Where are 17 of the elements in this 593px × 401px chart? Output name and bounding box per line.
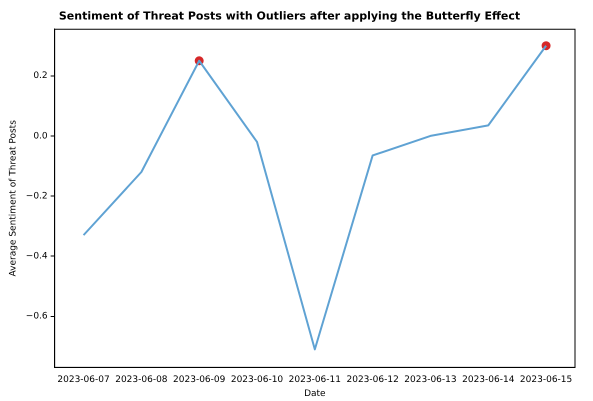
y-tick-label: 0.2: [33, 71, 48, 82]
chart-title: Sentiment of Threat Posts with Outliers after applying the Butterfly Effect: [58, 9, 520, 22]
y-tick-label: −0.6: [26, 312, 48, 322]
x-tick-label: 2023-06-07: [57, 375, 110, 386]
x-axis-title: Date: [304, 388, 326, 399]
y-tick-label: 0.0: [33, 131, 48, 142]
x-tick-label: 2023-06-13: [404, 375, 457, 386]
x-tick-label: 2023-06-15: [520, 375, 572, 386]
x-tick-label: 2023-06-09: [173, 375, 226, 386]
y-tick-label: −0.4: [26, 252, 48, 262]
y-axis-title: Average Sentiment of Threat Posts: [8, 120, 19, 277]
x-tick-label: 2023-06-11: [288, 375, 341, 386]
x-tick-label: 2023-06-14: [462, 375, 515, 386]
x-tick-label: 2023-06-10: [230, 375, 284, 386]
x-tick-label: 2023-06-12: [346, 375, 399, 386]
x-tick-label: 2023-06-08: [115, 375, 168, 386]
y-tick-label: −0.2: [26, 191, 48, 202]
